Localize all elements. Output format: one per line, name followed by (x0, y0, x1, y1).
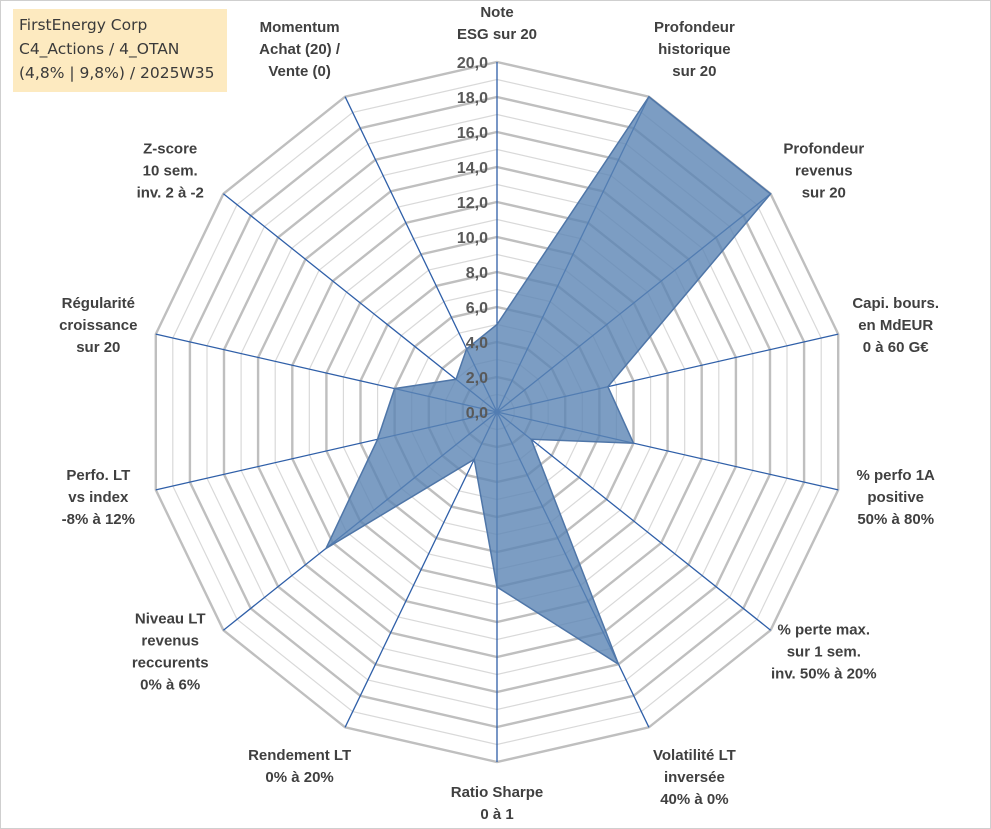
company-name: FirstEnergy Corp (19, 16, 148, 34)
category-label: Z-score 10 sem. inv. 2 à -2 (137, 140, 204, 201)
category-label: % perfo 1A positive 50% à 80% (857, 467, 936, 528)
category-label: Ratio Sharpe 0 à 1 (451, 784, 544, 823)
period-label: (4,8% | 9,8%) / 2025W35 (19, 64, 215, 82)
category-labels: Note ESG sur 20 Profondeur historique sur 20… (59, 4, 939, 823)
tick-label: 8,0 (466, 265, 488, 282)
category-label: Note ESG sur 20 (457, 4, 537, 43)
category-label: Profondeur revenus sur 20 (783, 140, 864, 201)
category-label: Volatilité LT inversée 40% à 0% (653, 747, 736, 808)
tick-label: 20,0 (457, 55, 488, 72)
axis-spoke (222, 193, 498, 413)
axis-spoke (496, 411, 772, 631)
category-label: Perfo. LT vs index -8% à 12% (62, 467, 135, 528)
category-label: Rendement LT 0% à 20% (248, 747, 351, 786)
tick-label: 4,0 (466, 335, 488, 352)
info-box: FirstEnergy Corp C4_Actions / 4_OTAN (4,… (13, 9, 227, 92)
category-label: % perte max. sur 1 sem. inv. 50% à 20% (771, 622, 877, 683)
series-area (324, 95, 772, 667)
tick-label: 18,0 (457, 90, 488, 107)
category-label: Profondeur historique sur 20 (654, 19, 735, 80)
category-label: Momentum Achat (20) / Vente (0) (259, 19, 341, 80)
category-label: Capi. bours. en MdEUR 0 à 60 G€ (852, 295, 939, 356)
axis-spoke (344, 411, 498, 728)
tick-labels: 0,0 2,0 4,0 6,0 8,0 10,0 12,0 14,0 16,0 18,0 20,0 (457, 55, 488, 422)
portfolio-label: C4_Actions / 4_OTAN (19, 40, 180, 58)
tick-label: 0,0 (466, 405, 488, 422)
category-label: Niveau LT revenus reccurents 0% à 6% (132, 611, 209, 694)
tick-label: 6,0 (466, 300, 488, 317)
tick-label: 2,0 (466, 370, 488, 387)
tick-label: 16,0 (457, 125, 488, 142)
series-polygon (324, 95, 772, 667)
category-label: Régularité croissance sur 20 (59, 295, 137, 356)
tick-label: 10,0 (457, 230, 488, 247)
tick-label: 12,0 (457, 195, 488, 212)
tick-label: 14,0 (457, 160, 488, 177)
